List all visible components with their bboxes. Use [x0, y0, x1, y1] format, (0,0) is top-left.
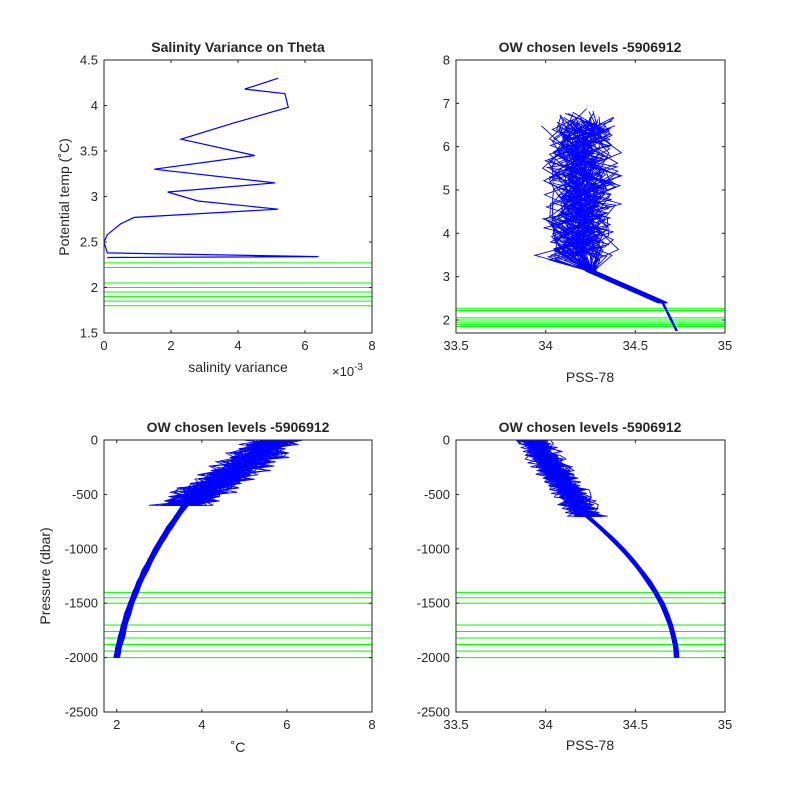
- y-tick-label: 0: [91, 433, 98, 448]
- y-tick-label: 3.5: [80, 144, 98, 159]
- plot-area: [104, 77, 372, 307]
- subplot-1-ylabel: Potential temp (˚C): [56, 138, 72, 255]
- plot-area: [456, 440, 725, 659]
- y-tick-label: 5: [443, 183, 450, 198]
- profile-line: [530, 440, 677, 658]
- y-tick-label: -1500: [417, 596, 450, 611]
- subplot-1-xlabel: salinity variance: [188, 359, 288, 375]
- y-tick-label: 3: [443, 269, 450, 284]
- y-tick-label: -1000: [65, 541, 98, 556]
- x-tick-label: 34: [538, 338, 552, 353]
- profile-line: [114, 440, 299, 658]
- subplot-4-title: OW chosen levels -5906912: [499, 419, 682, 435]
- subplot-2-xlabel: PSS-78: [566, 369, 614, 385]
- x-tick-label: 35: [718, 717, 732, 732]
- profile-line: [534, 440, 678, 658]
- y-tick-label: 2: [443, 313, 450, 328]
- y-tick-label: 3: [91, 189, 98, 204]
- axes-box: [103, 439, 373, 713]
- subplot-1-x-exponent: ×10-3: [332, 362, 363, 379]
- subplot-4-xlabel: PSS-78: [566, 737, 614, 753]
- y-tick-label: 4: [443, 226, 450, 241]
- y-tick-label: -1000: [417, 541, 450, 556]
- subplot-3-title: OW chosen levels -5906912: [147, 419, 330, 435]
- y-tick-label: -500: [72, 487, 98, 502]
- x-tick-label: 35: [718, 338, 732, 353]
- x-tick-label: 6: [283, 717, 290, 732]
- x-tick-label: 6: [301, 338, 308, 353]
- y-tick-label: 6: [443, 139, 450, 154]
- x-tick-label: 2: [113, 717, 120, 732]
- x-tick-label: 8: [368, 338, 375, 353]
- x-tick-label: 34.5: [623, 338, 648, 353]
- y-tick-label: 2.5: [80, 235, 98, 250]
- subplot-salinity-variance: Salinity Variance on Theta salinity vari…: [56, 39, 376, 379]
- x-exponent-base: ×10: [332, 364, 354, 379]
- y-tick-label: 7: [443, 96, 450, 111]
- subplot-3-xlabel: ˚C: [231, 739, 246, 755]
- subplot-2-title: OW chosen levels -5906912: [499, 39, 682, 55]
- x-tick-label: 4: [234, 338, 241, 353]
- x-tick-label: 0: [100, 338, 107, 353]
- y-tick-label: -500: [424, 487, 450, 502]
- x-tick-label: 4: [198, 717, 205, 732]
- y-tick-label: -2000: [417, 650, 450, 665]
- axes-box: [455, 439, 726, 713]
- profile-line: [574, 122, 677, 332]
- y-tick-label: 4.5: [80, 53, 98, 68]
- y-tick-label: -2000: [65, 650, 98, 665]
- subplot-1-title: Salinity Variance on Theta: [151, 39, 325, 55]
- x-tick-label: 33.5: [443, 717, 468, 732]
- subplot-pressure-temp: OW chosen levels -5906912 ˚C Pressure (d…: [37, 419, 376, 755]
- y-tick-label: 0: [443, 433, 450, 448]
- y-tick-label: 2: [91, 280, 98, 295]
- y-tick-label: 1.5: [80, 326, 98, 341]
- x-tick-label: 8: [368, 717, 375, 732]
- plot-area: [104, 440, 372, 659]
- x-exponent-power: -3: [354, 362, 363, 373]
- y-tick-label: 4: [91, 98, 98, 113]
- y-tick-label: -1500: [65, 596, 98, 611]
- y-tick-label: -2500: [65, 705, 98, 720]
- x-tick-label: 34.5: [623, 717, 648, 732]
- subplot-theta-salinity: OW chosen levels -5906912 PSS-78 33.5 34 3…: [443, 39, 732, 385]
- subplot-3-ylabel: Pressure (dbar): [37, 527, 53, 624]
- profile-line: [117, 440, 290, 658]
- subplot-pressure-salinity: OW chosen levels -5906912 PSS-78 33.5 34 3…: [417, 419, 732, 753]
- axes-box: [455, 59, 726, 334]
- x-tick-label: 33.5: [443, 338, 468, 353]
- plot-area: [456, 108, 725, 332]
- series-line: [104, 77, 319, 259]
- y-tick-label: -2500: [417, 705, 450, 720]
- y-tick-label: 8: [443, 53, 450, 68]
- x-tick-label: 2: [167, 338, 174, 353]
- x-tick-label: 34: [538, 717, 552, 732]
